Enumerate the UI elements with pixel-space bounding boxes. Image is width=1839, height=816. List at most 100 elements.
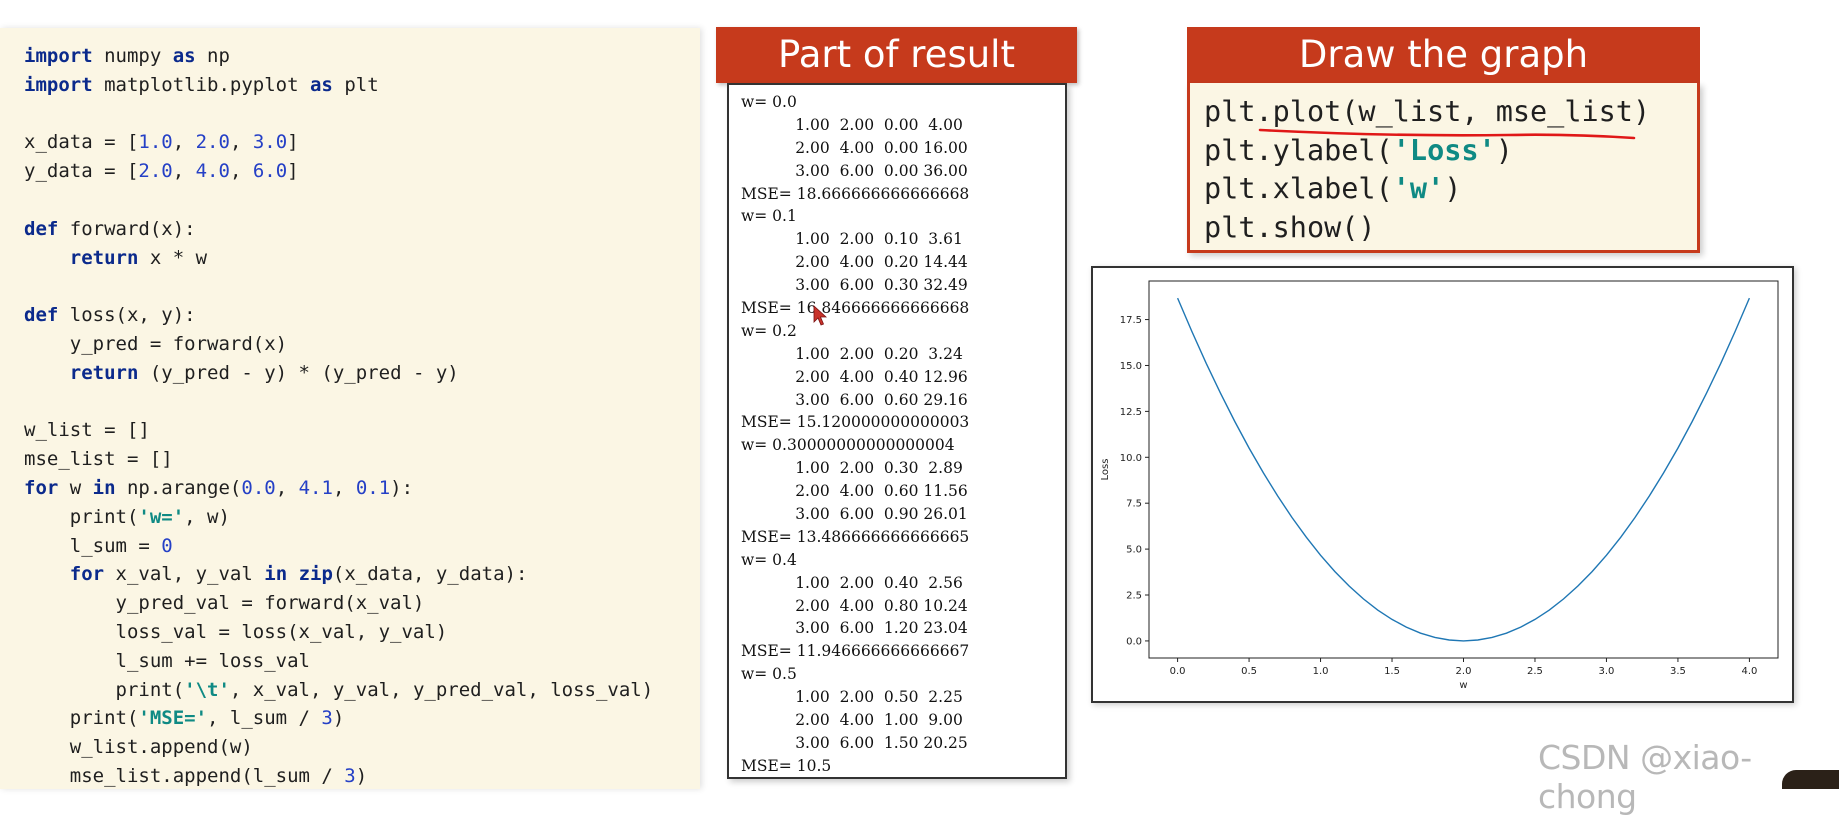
output-line: MSE= 15.120000000000003 [741, 413, 970, 432]
code-token [24, 362, 70, 384]
code-token: np [195, 45, 230, 67]
code-token: 0.1 [355, 476, 391, 499]
code-line: return (y_pred - y) * (y_pred - y) [24, 359, 653, 388]
output-line: 1.00 2.00 0.50 2.25 [741, 688, 963, 707]
code-token: loss(x, y): [58, 304, 196, 327]
code-token: , [172, 160, 196, 183]
output-line: 2.00 4.00 0.80 10.24 [741, 596, 968, 615]
corner-image-fragment [1782, 770, 1839, 789]
code-line: import matplotlib.pyplot as plt [24, 71, 653, 100]
code-line: l_sum = 0 [24, 532, 653, 561]
graph-code-line: plt.xlabel('w') [1204, 170, 1650, 209]
code-token: 0.0 [241, 476, 276, 499]
code-line: mse_list.append(l_sum / 3) [24, 762, 653, 791]
y-tick-label: 2.5 [1126, 591, 1142, 602]
code-token: 4.1 [298, 476, 333, 499]
output-line: w= 0.30000000000000004 [741, 436, 955, 455]
code-token: plt.xlabel( [1204, 172, 1393, 205]
code-token: '\t' [184, 678, 230, 701]
loss-chart: 0.0 0.5 1.0 1.5 2.0 2.5 3.0 3.5 4.0 0.0 2.5 5.0 7.5 1… [1100, 280, 1779, 691]
code-token: x_val, y_val [104, 563, 265, 586]
code-line: mse_list = [] [24, 445, 653, 474]
code-token: x * w [138, 246, 208, 269]
output-line: 2.00 4.00 0.00 16.00 [741, 138, 968, 157]
code-token: 1.0 [138, 131, 173, 154]
code-token: (y_pred - y) * (y_pred - y) [138, 361, 459, 384]
code-token: plt.ylabel( [1204, 133, 1393, 167]
code-line [24, 186, 653, 215]
plot-axes-box [1148, 280, 1779, 659]
code-token: plt.show() [1204, 210, 1376, 244]
x-tick-label: 0.5 [1241, 666, 1257, 677]
output-line: 3.00 6.00 0.30 32.49 [741, 276, 968, 295]
output-line: 1.00 2.00 0.20 3.24 [741, 344, 963, 363]
code-token: w_list.append(w) [24, 736, 253, 759]
code-token: l_sum += loss_val [24, 649, 310, 672]
code-token: 'w=' [138, 505, 185, 528]
code-token: ) [355, 764, 368, 787]
code-token [24, 247, 70, 269]
graph-code-line: plt.plot(w_list, mse_list) [1204, 93, 1650, 132]
output-line: 2.00 4.00 1.00 9.00 [741, 711, 963, 730]
code-line [24, 100, 653, 129]
code-token: np.arange( [115, 476, 242, 499]
output-line: w= 0.5 [741, 665, 797, 684]
code-token: ): [390, 476, 414, 499]
output-line: 1.00 2.00 0.10 3.61 [741, 230, 963, 249]
code-token: print( [24, 707, 139, 730]
x-axis-label: w [1459, 680, 1467, 691]
x-tick-label: 2.5 [1527, 666, 1543, 677]
code-line: return x * w [24, 244, 653, 273]
code-token: , [229, 131, 253, 154]
code-token: 3.0 [252, 131, 288, 154]
code-token: 3 [321, 707, 333, 730]
red-underline-annotation [1258, 128, 1636, 140]
code-token: , l_sum / [207, 707, 322, 730]
code-token: y_pred_val = forward(x_val) [24, 592, 425, 615]
code-token: y_pred = forward(x) [24, 332, 288, 355]
code-token: 0 [161, 534, 173, 557]
code-token: zip [298, 563, 333, 586]
y-tick-label: 15.0 [1120, 361, 1142, 372]
graph-code-line: plt.ylabel('Loss') [1204, 132, 1650, 171]
code-block: import numpy as np import matplotlib.pypl… [24, 42, 653, 791]
code-token: as [309, 73, 333, 96]
x-tick-label: 3.5 [1670, 666, 1686, 677]
code-token: 'Loss' [1392, 133, 1496, 167]
code-token: 'w' [1392, 172, 1445, 205]
code-line: x_data = [1.0, 2.0, 3.0] [24, 128, 653, 157]
code-token: , x_val, y_val, y_pred_val, loss_val) [229, 678, 654, 701]
code-line [24, 272, 653, 301]
code-token: , w) [184, 505, 230, 528]
loss-curve-line [1176, 297, 1751, 642]
code-token [24, 563, 70, 585]
output-panel: w= 0.0 1.00 2.00 0.00 4.00 2.00 4.00 0.0… [727, 83, 1067, 779]
code-token: def [24, 217, 59, 240]
code-token: matplotlib.pyplot [92, 73, 310, 96]
output-line: MSE= 13.486666666666665 [741, 527, 970, 546]
code-token: print( [24, 678, 185, 701]
code-line: l_sum += loss_val [24, 647, 653, 676]
code-token: 4.0 [195, 160, 230, 183]
y-axis-label: Loss [1100, 459, 1111, 481]
graph-code-panel: plt.plot(w_list, mse_list) plt.ylabel('Lo… [1187, 83, 1700, 253]
code-token: import [24, 73, 93, 96]
code-line: y_data = [2.0, 4.0, 6.0] [24, 157, 653, 186]
x-tick-label: 0.0 [1170, 666, 1186, 677]
code-line: w_list = [] [24, 416, 653, 445]
code-token: ) [1444, 172, 1462, 205]
code-token: 'MSE=' [138, 707, 208, 730]
code-line: loss_val = loss(x_val, y_val) [24, 618, 653, 647]
x-tick-label: 4.0 [1741, 666, 1757, 677]
code-token: , [332, 476, 356, 499]
output-line: 3.00 6.00 1.20 23.04 [741, 619, 968, 638]
code-line: w_list.append(w) [24, 733, 653, 762]
code-token: l_sum = [24, 534, 162, 557]
output-line: 3.00 6.00 0.00 36.00 [741, 161, 968, 180]
code-token: , [172, 131, 196, 154]
code-line: y_pred = forward(x) [24, 330, 653, 359]
code-line: def forward(x): [24, 215, 653, 244]
output-line: 2.00 4.00 0.60 11.56 [741, 482, 968, 501]
code-token: for [69, 563, 105, 586]
code-token: mse_list.append(l_sum / [24, 764, 345, 787]
